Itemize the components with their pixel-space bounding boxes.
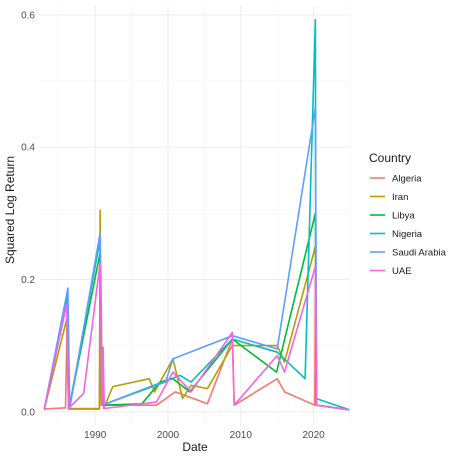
y-axis-title: Squared Log Return: [3, 156, 17, 264]
series-line-nigeria: [43, 18, 350, 411]
legend: Country Algeria Iran Libya Nigeria Saudi Ara…: [369, 151, 447, 277]
legend-items: Algeria Iran Libya Nigeria Saudi Arabia UAE: [370, 174, 447, 277]
x-axis-ticks: 1990 2000 2010 2020: [84, 430, 325, 441]
legend-title: Country: [369, 151, 411, 165]
y-tick-label: 0.4: [21, 143, 35, 154]
legend-label: Saudi Arabia: [392, 248, 447, 259]
legend-label: Iran: [392, 192, 408, 203]
y-tick-label: 0.2: [21, 275, 35, 286]
x-tick-label: 2010: [230, 430, 253, 441]
x-tick-label: 1990: [84, 430, 107, 441]
legend-label: Nigeria: [392, 229, 423, 240]
series-line-saudi-arabia: [43, 106, 350, 411]
x-tick-label: 2000: [157, 430, 180, 441]
legend-label: UAE: [392, 266, 412, 277]
series-line-libya: [43, 212, 350, 411]
legend-label: Algeria: [392, 174, 422, 185]
x-tick-label: 2020: [302, 430, 325, 441]
legend-label: Libya: [392, 211, 415, 222]
series-line-iran: [43, 209, 350, 411]
y-tick-label: 0.6: [21, 10, 35, 21]
y-axis-ticks: 0.0 0.2 0.4 0.6: [21, 10, 35, 418]
y-tick-label: 0.0: [21, 407, 35, 418]
series-lines: [43, 18, 350, 411]
series-line-uae: [43, 262, 350, 411]
x-axis-title: Date: [182, 440, 208, 454]
grid: [40, 5, 351, 425]
